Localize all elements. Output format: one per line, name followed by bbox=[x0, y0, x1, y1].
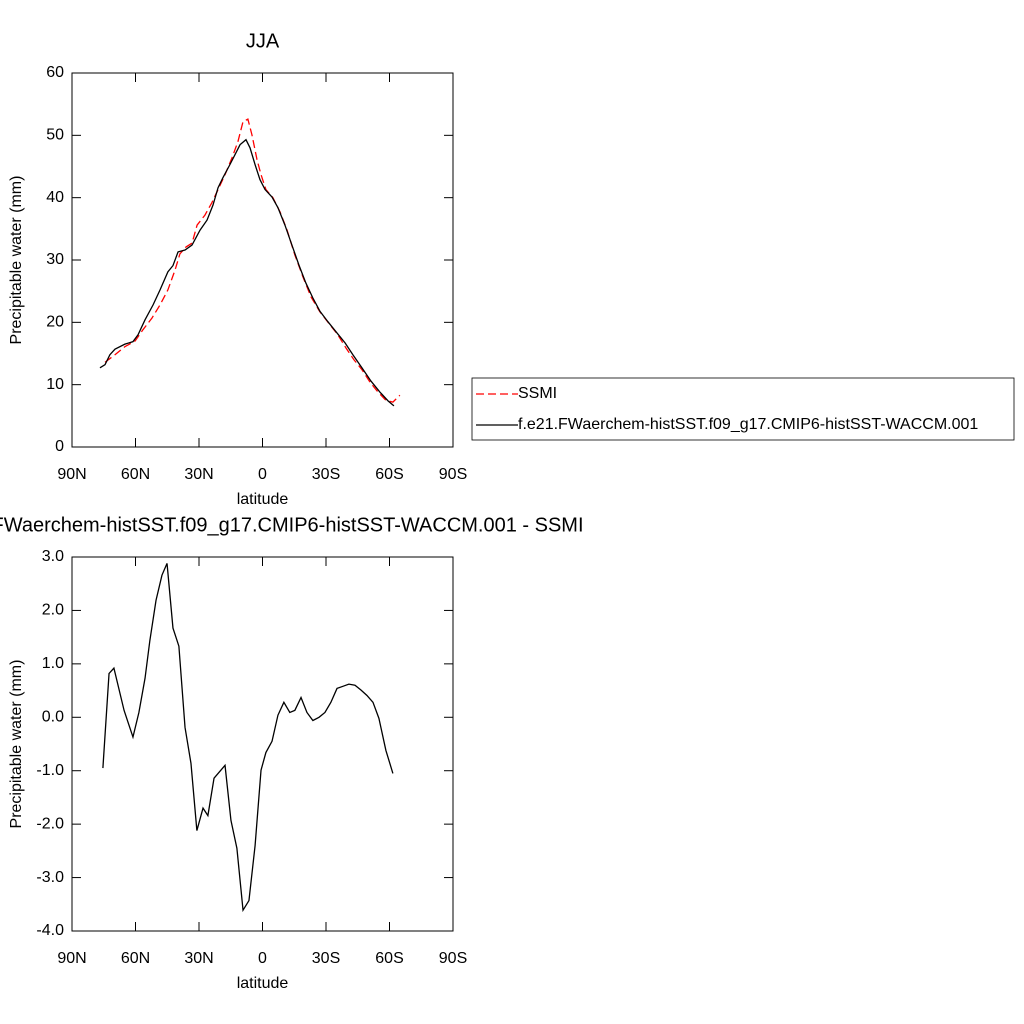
series-line bbox=[104, 118, 401, 403]
y-tick-label: -2.0 bbox=[36, 815, 64, 832]
x-tick-label: 30S bbox=[312, 950, 340, 967]
y-tick-label: 0.0 bbox=[42, 709, 64, 726]
y-tick-label: 0 bbox=[55, 438, 64, 455]
x-tick-label: 60N bbox=[121, 466, 150, 483]
x-tick-label: 30N bbox=[184, 466, 213, 483]
legend-label: SSMI bbox=[518, 385, 557, 402]
y-tick-label: -4.0 bbox=[36, 922, 64, 939]
y-tick-label: 40 bbox=[46, 189, 64, 206]
chart-title: f.e21.FWaerchem-histSST.f09_g17.CMIP6-hi… bbox=[0, 514, 584, 536]
x-tick-label: 90S bbox=[439, 950, 467, 967]
x-tick-label: 60S bbox=[375, 466, 403, 483]
x-tick-label: 90N bbox=[57, 466, 86, 483]
y-tick-label: 20 bbox=[46, 314, 64, 331]
x-tick-label: 0 bbox=[258, 950, 267, 967]
y-tick-label: 3.0 bbox=[42, 548, 64, 565]
x-tick-label: 90S bbox=[439, 466, 467, 483]
x-axis-label: latitude bbox=[237, 491, 289, 508]
x-tick-label: 60N bbox=[121, 950, 150, 967]
x-tick-label: 30N bbox=[184, 950, 213, 967]
plot-frame bbox=[71, 556, 454, 932]
legend-label: f.e21.FWaerchem-histSST.f09_g17.CMIP6-hi… bbox=[518, 416, 978, 433]
chart-title: JJA bbox=[246, 30, 280, 52]
y-tick-label: -1.0 bbox=[36, 762, 64, 779]
y-axis-label: Precipitable water (mm) bbox=[8, 176, 25, 345]
series-line bbox=[99, 138, 395, 407]
x-axis-label: latitude bbox=[237, 975, 289, 992]
y-tick-label: 10 bbox=[46, 376, 64, 393]
x-tick-label: 90N bbox=[57, 950, 86, 967]
x-tick-label: 60S bbox=[375, 950, 403, 967]
legend-box bbox=[471, 377, 1015, 441]
y-tick-label: 50 bbox=[46, 127, 64, 144]
y-tick-label: -3.0 bbox=[36, 869, 64, 886]
series-line bbox=[102, 563, 394, 913]
y-tick-label: 1.0 bbox=[42, 655, 64, 672]
y-tick-label: 60 bbox=[46, 64, 64, 81]
y-tick-label: 2.0 bbox=[42, 602, 64, 619]
plot-frame bbox=[71, 72, 454, 448]
x-tick-label: 30S bbox=[312, 466, 340, 483]
y-axis-label: Precipitable water (mm) bbox=[8, 660, 25, 829]
x-tick-label: 0 bbox=[258, 466, 267, 483]
y-tick-label: 30 bbox=[46, 251, 64, 268]
